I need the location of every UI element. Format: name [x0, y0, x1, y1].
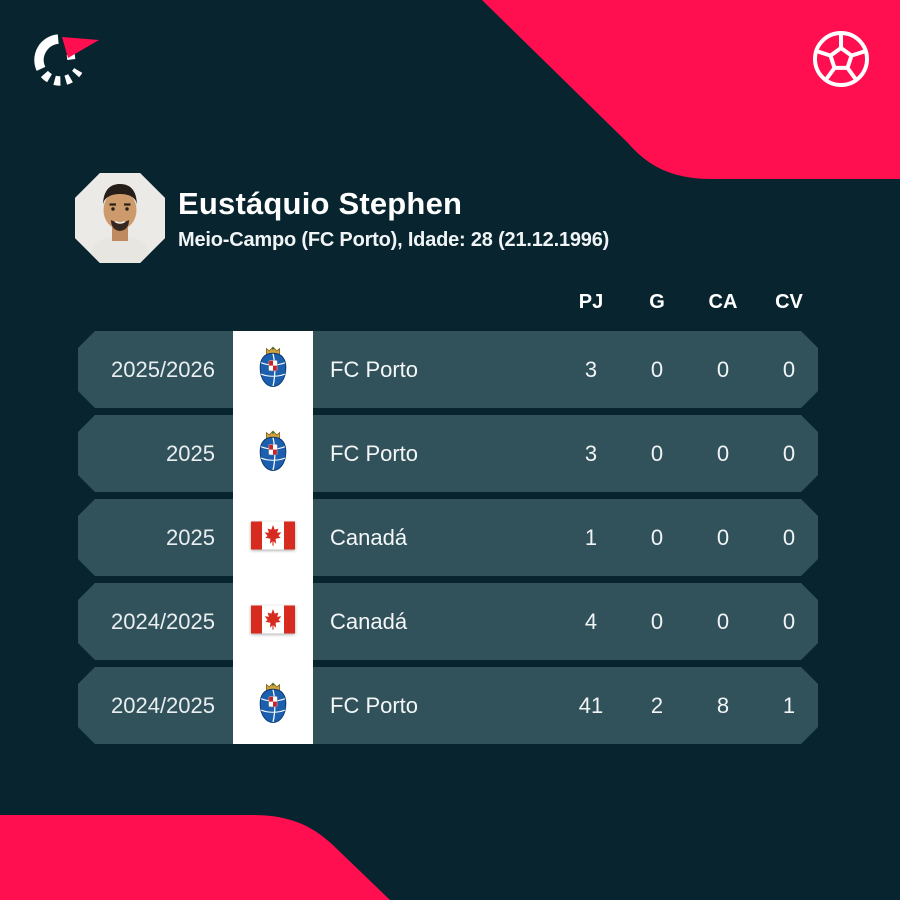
fc-porto-badge-icon [254, 345, 292, 394]
season-label: 2025 [166, 440, 215, 466]
soccer-ball-icon [810, 28, 872, 95]
stats-group: 41 2 8 1 [558, 667, 822, 744]
stat-value: 8 [716, 692, 730, 718]
stat-value: 41 [578, 692, 604, 718]
stat-value: 0 [782, 608, 796, 634]
table-row: 2024/2025 Canadá 4 0 0 0 [78, 583, 818, 660]
team-name: FC Porto [330, 440, 419, 466]
stats-group: 1 0 0 0 [558, 499, 822, 576]
table-row: 2025/2026 FC Porto 3 0 0 0 [78, 331, 818, 408]
player-meta: Meio-Campo (FC Porto), Idade: 28 (21.12.… [178, 229, 610, 251]
stat-value: 1 [584, 524, 598, 550]
column-header-ca: CA [708, 291, 738, 313]
bottom-left-pink-shape [0, 815, 390, 900]
stat-value: 0 [650, 608, 664, 634]
fc-porto-badge-icon [254, 429, 292, 478]
stat-value: 0 [782, 356, 796, 382]
stats-group: 3 0 0 0 [558, 331, 822, 408]
team-name: Canadá [330, 608, 408, 634]
stat-value: 1 [782, 692, 796, 718]
player-avatar [75, 173, 165, 263]
team-name: FC Porto [330, 692, 419, 718]
canada-badge-icon [251, 605, 295, 638]
column-header-g: G [649, 291, 665, 313]
stat-value: 0 [716, 440, 730, 466]
stats-group: 3 0 0 0 [558, 415, 822, 492]
stats-group: 4 0 0 0 [558, 583, 822, 660]
top-right-pink-shape [482, 0, 900, 179]
table-row: 2025 Canadá 1 0 0 0 [78, 499, 818, 576]
season-label: 2024/2025 [111, 692, 215, 718]
season-label: 2024/2025 [111, 608, 215, 634]
stat-value: 2 [650, 692, 664, 718]
fc-porto-badge-icon [254, 681, 292, 730]
canada-badge-icon [251, 521, 295, 554]
stat-value: 0 [650, 440, 664, 466]
stat-value: 0 [716, 356, 730, 382]
stat-value: 0 [782, 524, 796, 550]
player-name: Eustáquio Stephen [178, 186, 463, 221]
stat-value: 3 [584, 356, 598, 382]
column-header-cv: CV [775, 291, 803, 313]
column-header-pj: PJ [578, 291, 604, 313]
stats-table: 2025/2026 FC Porto 3 0 0 0 2025 FC Porto 3 0 0 0 202… [78, 331, 818, 744]
stat-value: 0 [782, 440, 796, 466]
table-row: 2025 FC Porto 3 0 0 0 [78, 415, 818, 492]
table-column-headers: PJ G CA CV [558, 291, 822, 314]
stat-value: 0 [716, 608, 730, 634]
stat-value: 4 [584, 608, 598, 634]
team-name: Canadá [330, 524, 408, 550]
season-label: 2025 [166, 524, 215, 550]
season-label: 2025/2026 [111, 356, 215, 382]
table-row: 2024/2025 FC Porto 41 2 8 1 [78, 667, 818, 744]
stat-value: 3 [584, 440, 598, 466]
stat-value: 0 [650, 356, 664, 382]
stat-value: 0 [716, 524, 730, 550]
team-name: FC Porto [330, 356, 419, 382]
flashscore-logo-icon [28, 30, 105, 100]
team-logo-strip [233, 331, 313, 744]
stat-value: 0 [650, 524, 664, 550]
